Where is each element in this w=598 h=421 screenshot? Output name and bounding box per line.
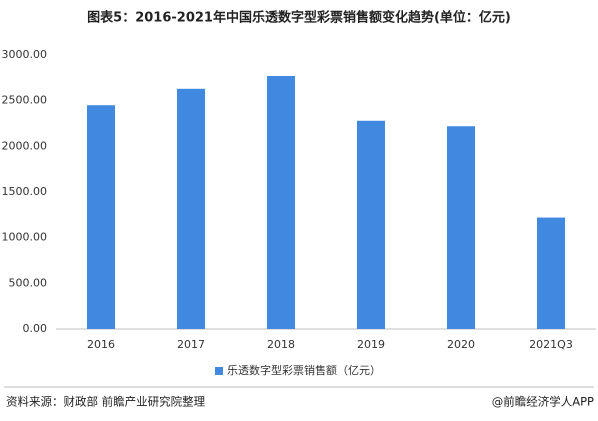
bar xyxy=(447,126,475,330)
y-tick-label: 3000.00 xyxy=(2,48,48,61)
x-tick-label: 2017 xyxy=(177,338,205,351)
x-tick-label: 2020 xyxy=(447,338,475,351)
x-tick-label: 2018 xyxy=(267,338,295,351)
bar xyxy=(537,217,565,329)
y-tick-label: 2500.00 xyxy=(2,94,48,107)
y-tick-label: 1500.00 xyxy=(2,185,48,198)
x-tick-label: 2019 xyxy=(357,338,385,351)
source: 资料来源：财政部 前瞻产业研究院整理 xyxy=(6,395,206,409)
bar xyxy=(357,120,385,329)
bar xyxy=(177,88,205,329)
x-tick-label: 2016 xyxy=(87,338,115,351)
y-tick-label: 500.00 xyxy=(9,276,48,289)
bar xyxy=(267,76,295,329)
y-tick-label: 0.00 xyxy=(23,322,48,335)
x-tick-label: 2021Q3 xyxy=(529,338,573,351)
chart-title: 图表5：2016-2021年中国乐透数字型彩票销售额变化趋势(单位：亿元) xyxy=(87,10,511,26)
legend-swatch xyxy=(215,367,223,375)
credit: @前瞻经济学人APP xyxy=(492,395,594,409)
y-tick-label: 1000.00 xyxy=(2,231,48,244)
bar xyxy=(87,105,115,329)
legend-label: 乐透数字型彩票销售额（亿元） xyxy=(227,363,381,377)
y-tick-label: 2000.00 xyxy=(2,139,48,152)
